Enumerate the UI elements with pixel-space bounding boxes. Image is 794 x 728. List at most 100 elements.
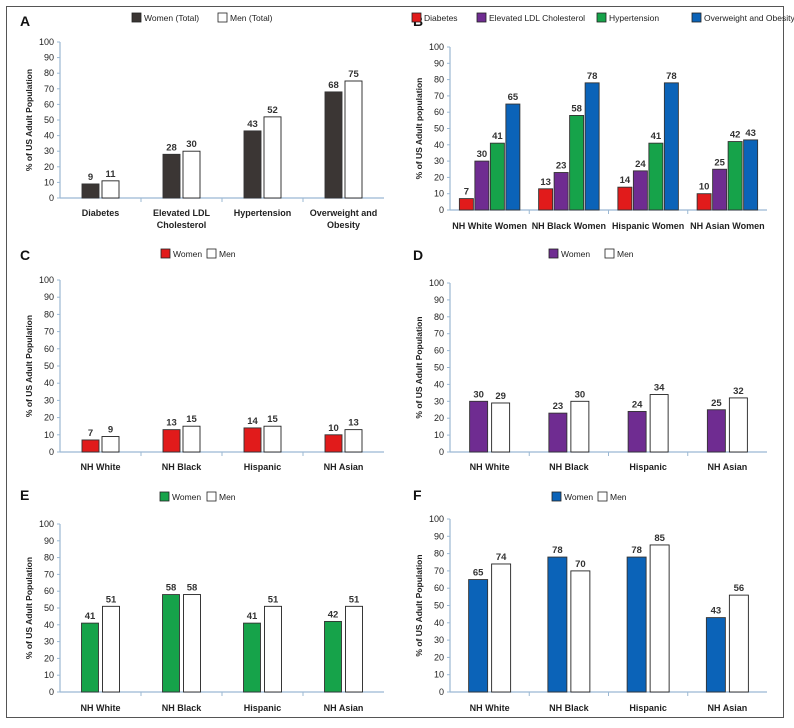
panel-b-value-label-diabetes-nh-white-women: 7 [464,187,469,198]
panel-a-category-label-elevated-ldl-cholesterol-line-2: Cholesterol [157,220,207,230]
panel-b-y-tick-label: 20 [434,172,444,182]
panel-b-bar-hypertension-nh-black-women [569,115,585,211]
panel-b-bar-diabetes-nh-black-women [538,188,554,211]
panel-f-y-tick-label: 30 [434,635,444,645]
panel-c-value-label-women-hispanic: 14 [247,416,258,427]
panel-b-legend-swatch-overweight-and-obesity [691,12,702,23]
panel-e-category-label-nh-white: NH White [81,703,121,713]
panel-c-y-tick-label: 50 [44,361,54,371]
panel-f-y-tick-label: 100 [429,514,444,524]
panel-a-value-label-men-total-elevated-ldl-cholesterol: 30 [186,139,197,150]
panel-e-category-label-hispanic: Hispanic [244,703,282,713]
panel-b-legend-swatch-hypertension [596,12,607,23]
panel-c-legend-swatch-men [206,248,217,259]
panel-b-bar-elevated-ldl-cholesterol-nh-white-women [474,160,490,211]
panel-e-y-tick-label: 70 [44,569,54,579]
panel-b-value-label-hypertension-hispanic-women: 41 [651,131,662,142]
panel-b-bar-diabetes-nh-white-women [458,198,474,211]
panel-c-legend-swatch-women [160,248,171,259]
panel-c-bar-women-nh-white [81,439,100,453]
panel-b-category-label-hispanic-women: Hispanic Women [612,221,684,231]
panel-b-bar-diabetes-nh-asian-women [696,193,712,211]
panel-b-y-tick-label: 100 [429,42,444,52]
panel-f-y-tick-label: 0 [439,687,444,697]
panel-b-legend-swatch-diabetes [411,12,422,23]
panel-c-bar-women-hispanic [243,427,262,453]
panel-a-value-label-men-total-hypertension: 52 [267,105,278,116]
panel-d-value-label-men-hispanic: 34 [654,383,665,394]
panel-d-y-tick-label: 50 [434,363,444,373]
panel-e-legend-swatch-men [206,491,217,502]
panel-e-y-tick-label: 40 [44,620,54,630]
panel-f-bar-men-nh-asian [728,594,749,693]
panel-f-bar-women-nh-asian [705,617,726,693]
panel-f-value-label-men-nh-black: 70 [575,559,586,570]
panel-b-y-tick-label: 90 [434,58,444,68]
panel-a-bar-men-total-overweight-and-obesity [344,80,363,199]
panel-c-y-tick-label: 20 [44,413,54,423]
panel-d-y-tick-label: 80 [434,312,444,322]
panel-d-y-tick-label: 90 [434,295,444,305]
panel-b-value-label-elevated-ldl-cholesterol-nh-white-women: 30 [477,149,488,160]
panel-b-legend-label-elevated-ldl-cholesterol: Elevated LDL Cholesterol [489,13,585,23]
panel-c-bar-women-nh-black [162,429,181,453]
panel-e-value-label-women-nh-white: 41 [85,611,96,622]
panel-a-bar-men-total-hypertension [263,116,282,199]
panel-b-bar-overweight-and-obesity-hispanic-women [663,82,679,211]
panel-e-bar-women-nh-asian [324,620,342,693]
panel-e-y-tick-label: 60 [44,586,54,596]
panel-a-category-label-overweight-and-obesity-line-2: Obesity [327,220,360,230]
panel-a-y-tick-label: 80 [44,68,54,78]
panel-e-y-tick-label: 80 [44,553,54,563]
panel-c-value-label-women-nh-black: 13 [166,418,177,429]
panel-c-legend-label-women: Women [173,249,202,259]
panel-b-bar-hypertension-nh-asian-women [727,141,743,211]
panel-c-legend-label-men: Men [219,249,236,259]
panel-e-bar-men-nh-white [102,605,120,693]
panel-b-bar-elevated-ldl-cholesterol-nh-black-women [553,172,569,211]
panel-b-category-label-nh-black-women: NH Black Women [532,221,606,231]
panel-e-value-label-women-hispanic: 41 [247,611,258,622]
panel-b-y-axis-label: % of US Adult population [414,78,424,180]
panel-a-value-label-women-total-diabetes: 9 [88,172,93,183]
panel-d-value-label-men-nh-asian: 32 [733,386,744,397]
panel-d-letter: D [413,247,423,263]
panel-f-value-label-men-nh-white: 74 [496,552,507,563]
panel-d-legend-swatch-women [548,248,559,259]
panel-b-bar-elevated-ldl-cholesterol-hispanic-women [632,170,648,211]
panel-e-value-label-women-nh-black: 58 [166,583,177,594]
panel-a-bar-men-total-elevated-ldl-cholesterol [182,150,201,199]
panel-b-bar-overweight-and-obesity-nh-black-women [584,82,600,211]
panel-e-value-label-men-nh-black: 58 [187,583,198,594]
panel-a-value-label-women-total-elevated-ldl-cholesterol: 28 [166,142,177,153]
panel-a-category-label-diabetes: Diabetes [82,208,120,218]
panel-e-y-tick-label: 10 [44,670,54,680]
panel-b-value-label-elevated-ldl-cholesterol-nh-black-women: 23 [556,161,567,172]
panel-a-value-label-men-total-diabetes: 11 [105,169,116,180]
panel-d-bar-men-nh-asian [728,397,748,453]
panel-c-y-tick-label: 90 [44,292,54,302]
panel-b: B0102030405060708090100% of US Adult pop… [411,12,794,231]
panel-e-value-label-men-nh-asian: 51 [349,594,360,605]
panel-b-legend-swatch-elevated-ldl-cholesterol [476,12,487,23]
panel-f-value-label-women-nh-black: 78 [552,545,563,556]
panel-f-category-label-nh-black: NH Black [549,703,590,713]
panel-a-y-tick-label: 0 [49,193,54,203]
panel-a-y-tick-label: 60 [44,99,54,109]
panel-d-value-label-women-hispanic: 24 [632,399,643,410]
panel-b-y-tick-label: 60 [434,107,444,117]
panel-f: F 0 10 20 30 40 50 60 70 80 90 100 % of US Adult Pop… [413,487,767,713]
panel-c-bar-men-nh-white [101,436,120,453]
panel-f-bar-women-hispanic [626,556,647,693]
panel-b-value-label-overweight-and-obesity-nh-black-women: 78 [587,71,598,82]
panel-b-y-tick-label: 80 [434,75,444,85]
panel-a-letter: A [20,13,30,29]
panel-d-category-label-nh-asian: NH Asian [708,462,748,472]
panel-a-y-tick-label: 40 [44,131,54,141]
panel-d-bar-men-nh-white [491,402,511,453]
panel-b-bar-elevated-ldl-cholesterol-nh-asian-women [712,168,728,211]
panel-d-legend-label-men: Men [617,249,634,259]
panel-e-bar-women-nh-white [81,622,99,693]
panel-a-y-tick-label: 10 [44,177,54,187]
